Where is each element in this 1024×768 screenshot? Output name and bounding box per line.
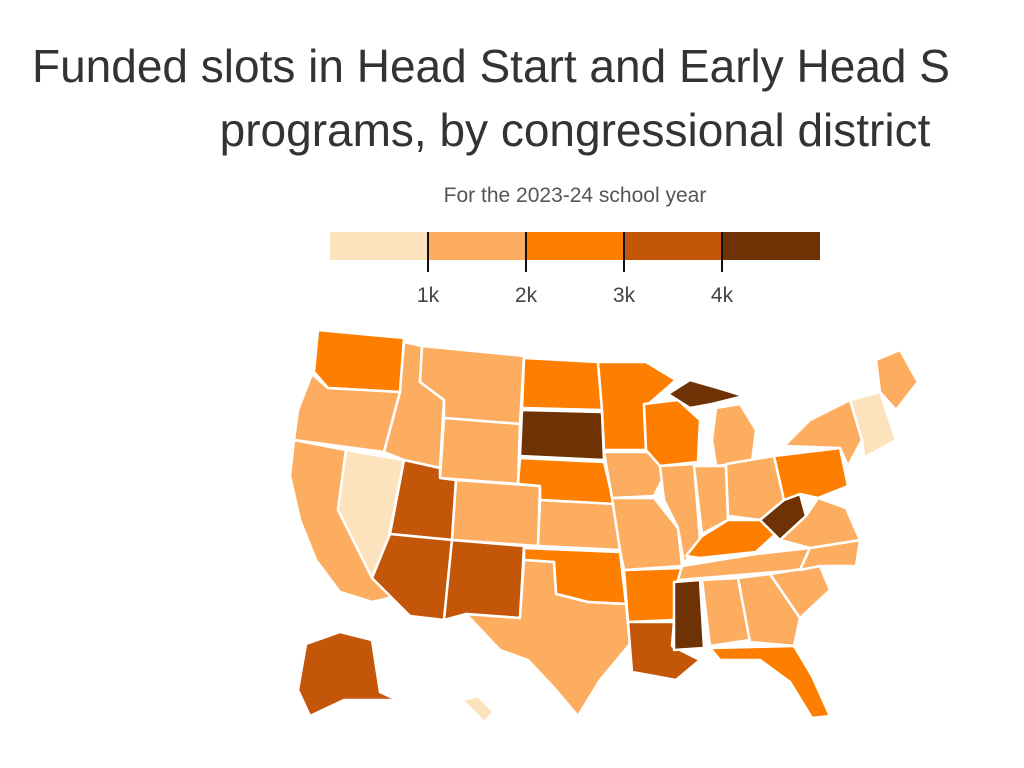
state-florida	[708, 644, 832, 720]
state-alaska	[296, 630, 412, 718]
state-west-virginia	[758, 492, 808, 542]
legend-tick-0	[427, 232, 429, 272]
state-pennsylvania	[772, 446, 850, 502]
state-new-mexico	[442, 538, 526, 622]
legend-label-1k: 1k	[416, 284, 440, 307]
state-hawaii	[460, 694, 496, 724]
state-wisconsin	[642, 398, 702, 468]
chart-subtitle: For the 2023-24 school year	[443, 184, 707, 207]
legend-swatch-0	[330, 232, 428, 260]
legend-label-2k: 2k	[514, 284, 538, 307]
state-maine	[874, 348, 920, 412]
state-georgia	[736, 572, 802, 648]
legend-swatch-4	[722, 232, 820, 260]
chart-title-line-1: Funded slots in Head Start and Early Hea…	[32, 40, 950, 92]
state-illinois	[658, 462, 702, 566]
state-michigan-upper	[666, 378, 746, 410]
state-michigan	[710, 402, 758, 468]
state-texas	[464, 558, 632, 718]
legend-swatch-3	[624, 232, 722, 260]
state-virginia	[778, 496, 862, 550]
legend-tick-3	[721, 232, 723, 272]
state-south-dakota	[518, 408, 606, 462]
legend-swatch-2	[526, 232, 624, 260]
chart-title-line-2: programs, by congressional district	[219, 104, 931, 156]
state-new-england	[848, 390, 898, 460]
legend-label-3k: 3k	[612, 284, 636, 307]
state-arizona	[370, 532, 454, 622]
state-mississippi	[672, 578, 706, 652]
state-kansas	[536, 498, 622, 552]
state-wyoming	[438, 416, 522, 486]
legend-tick-1	[525, 232, 527, 272]
state-washington	[312, 328, 406, 394]
state-iowa	[602, 450, 666, 500]
legend-tick-2	[623, 232, 625, 272]
state-colorado	[450, 478, 542, 548]
state-north-dakota	[520, 356, 604, 412]
legend-label-4k: 4k	[710, 284, 734, 307]
legend-swatch-1	[428, 232, 526, 260]
